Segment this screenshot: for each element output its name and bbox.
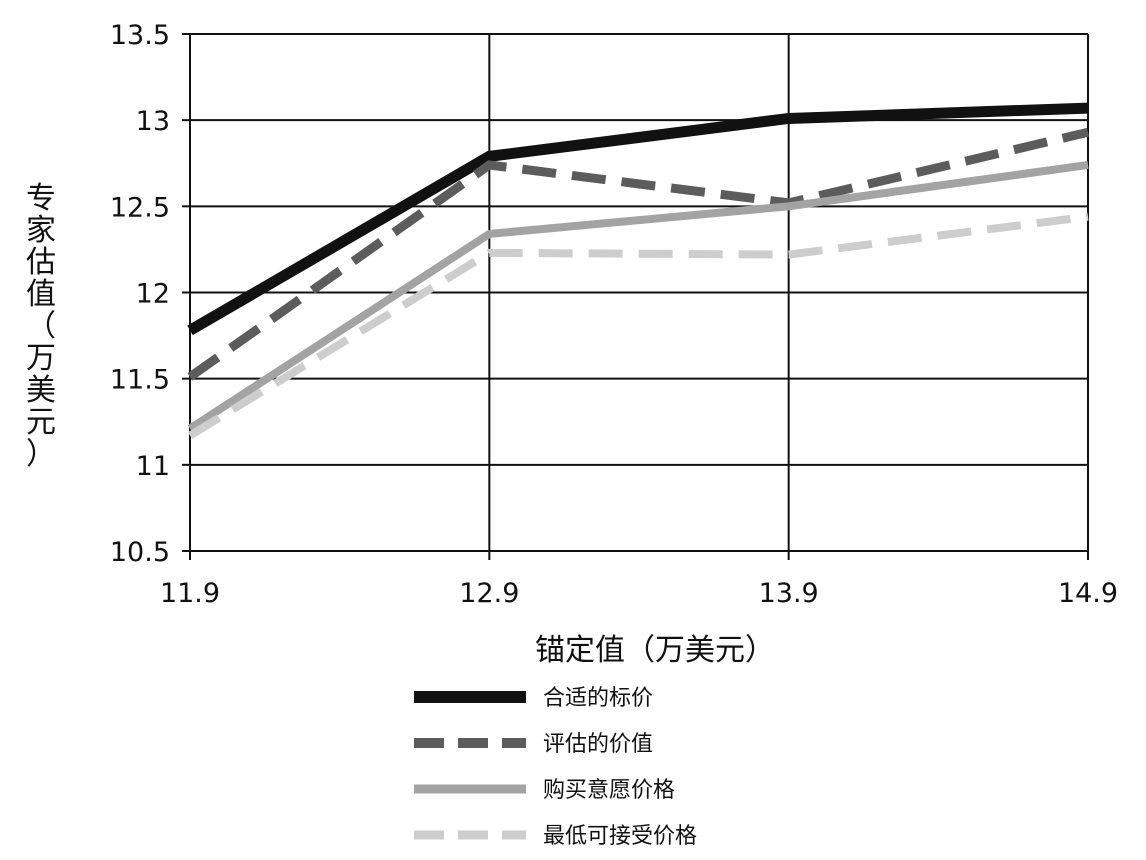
y-axis: 10.5 11 11.5 12 12.5 13 13.5: [110, 20, 190, 568]
y-tick-label: 11.5: [110, 365, 170, 396]
y-axis-title-char: 家: [26, 213, 56, 248]
x-tick-label: 13.9: [759, 578, 819, 609]
series-line-3: [187, 212, 1089, 439]
series-line-2: [187, 161, 1089, 432]
legend-label-1: 评估的价值: [543, 732, 653, 757]
y-axis-title-char: 值: [26, 277, 56, 312]
y-tick-label: 12.5: [110, 192, 170, 223]
chart-series-layer: [187, 102, 1090, 439]
y-axis-title-char: 估: [26, 245, 56, 280]
legend-label-2: 购买意愿价格: [543, 778, 675, 803]
y-tick-label: 12: [136, 279, 170, 310]
legend-label-0: 合适的标价: [543, 686, 653, 711]
x-tick-label: 14.9: [1058, 578, 1118, 609]
x-axis-title: 锚定值（万美元）: [535, 633, 775, 668]
y-axis-title-char: 专: [26, 181, 56, 216]
y-axis-title-char: 元: [26, 405, 56, 440]
y-axis-title-char: 美: [26, 373, 56, 408]
x-axis: 11.9 12.9 13.9 14.9: [160, 551, 1118, 609]
x-tick-label: 12.9: [459, 578, 519, 609]
y-axis-title-char: ）: [26, 437, 56, 472]
series-line-1: [187, 127, 1090, 381]
x-tick-label: 11.9: [160, 578, 220, 609]
series-line-0: [187, 102, 1089, 336]
y-tick-label: 13.5: [110, 20, 170, 51]
y-tick-label: 13: [136, 106, 170, 137]
y-tick-label: 11: [136, 451, 170, 482]
legend-label-3: 最低可接受价格: [543, 824, 697, 849]
y-axis-title-char: 万: [26, 341, 56, 376]
chart-grid: [189, 33, 1089, 552]
y-axis-title-char: （: [26, 309, 56, 344]
y-tick-label: 10.5: [110, 537, 170, 568]
